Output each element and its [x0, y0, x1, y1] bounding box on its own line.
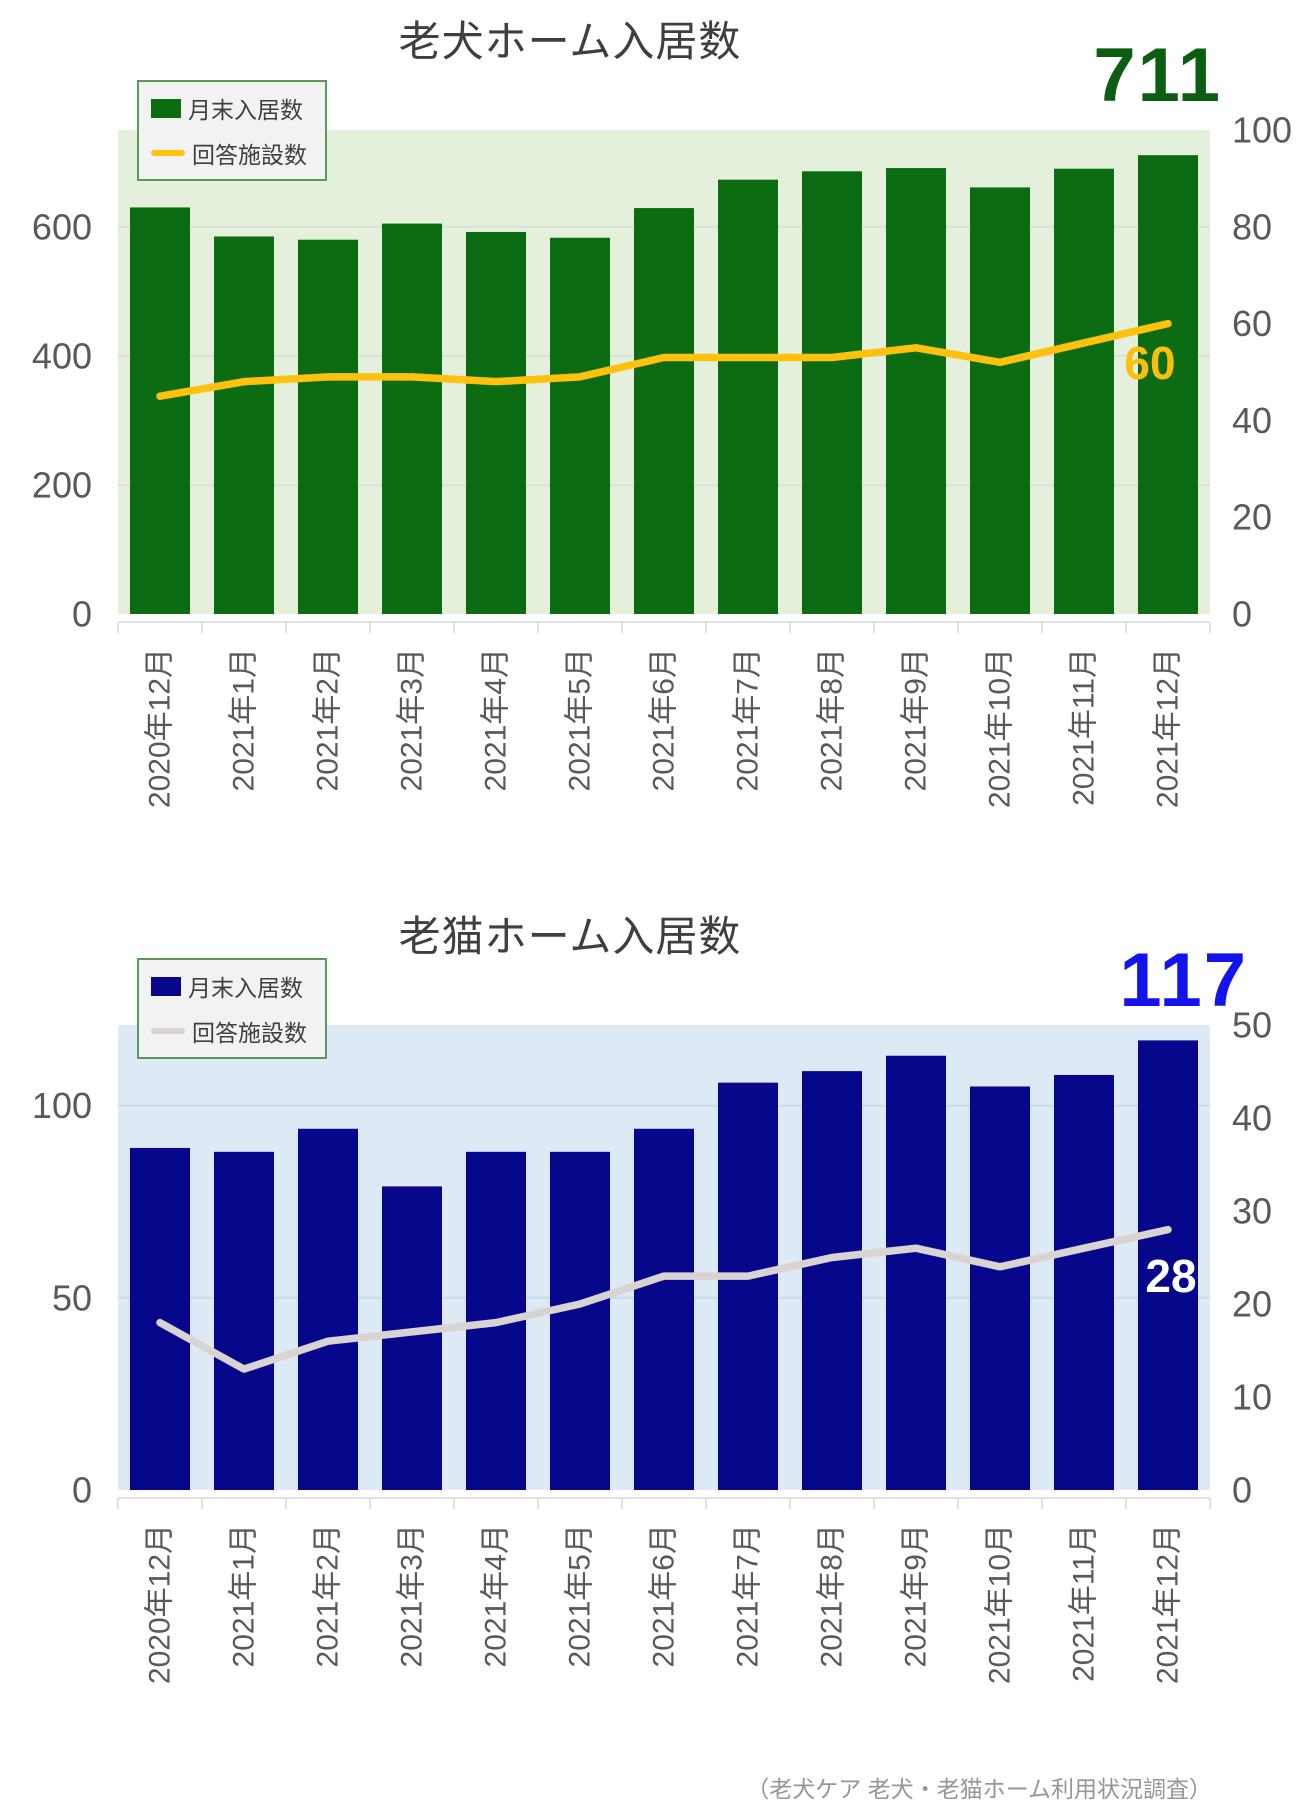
bar	[550, 1151, 610, 1490]
bar	[1138, 155, 1198, 614]
right-axis-tick-label: 0	[1232, 594, 1252, 635]
bar	[970, 1086, 1030, 1490]
bar	[550, 237, 610, 614]
legend-item-line: 回答施設数	[151, 136, 307, 170]
x-axis-month-label: 2020年12月	[144, 648, 177, 808]
bar	[382, 223, 442, 614]
x-axis-month-label: 2021年3月	[396, 648, 429, 791]
right-axis-tick-label: 60	[1232, 303, 1272, 344]
left-axis-tick-label: 200	[32, 464, 92, 505]
bar	[1054, 1074, 1114, 1490]
bar	[1138, 1040, 1198, 1490]
dog-chart-legend: 月末入居数 回答施設数	[137, 80, 327, 181]
x-axis-month-label: 2021年7月	[732, 1524, 765, 1667]
x-axis-month-label: 2021年10月	[984, 1524, 1017, 1684]
line-series	[156, 319, 1172, 400]
bar	[130, 207, 190, 614]
line-series	[156, 1225, 1172, 1373]
bar	[802, 171, 862, 614]
cat-chart-latest-value: 117	[1119, 938, 1248, 1023]
x-axis-month-label: 2021年10月	[984, 648, 1017, 808]
left-axis-tick-label: 400	[32, 335, 92, 376]
x-axis-month-label: 2021年2月	[312, 648, 345, 791]
x-axis-month-label: 2021年8月	[816, 648, 849, 791]
legend-label: 月末入居数	[188, 975, 303, 1001]
bar-swatch-icon	[151, 98, 181, 118]
line-end-value-label: 60	[1124, 337, 1175, 389]
right-axis-tick-label: 0	[1232, 1470, 1252, 1511]
x-axis-month-label: 2021年9月	[900, 648, 933, 791]
x-axis-month-label: 2021年9月	[900, 1524, 933, 1667]
right-axis-tick-label: 30	[1232, 1191, 1272, 1232]
bar-swatch-icon	[151, 976, 181, 996]
left-axis-tick-label: 600	[32, 206, 92, 247]
x-axis-month-label: 2021年1月	[228, 1524, 261, 1667]
bar	[382, 1186, 442, 1490]
left-axis-tick-label: 0	[72, 594, 92, 635]
bar	[970, 187, 1030, 614]
x-axis-month-label: 2021年11月	[1068, 648, 1101, 806]
right-axis-tick-label: 50	[1232, 1005, 1272, 1046]
x-axis-month-label: 2021年4月	[480, 648, 513, 791]
legend-item-bar: 月末入居数	[151, 969, 307, 1003]
bar	[1054, 168, 1114, 614]
left-axis-tick-label: 100	[32, 1085, 92, 1126]
right-axis-tick-label: 10	[1232, 1377, 1272, 1418]
x-axis-month-label: 2021年11月	[1068, 1524, 1101, 1682]
line-end-value-label: 28	[1145, 1250, 1196, 1302]
left-axis-tick-label: 0	[72, 1470, 92, 1511]
line-swatch-icon	[151, 150, 185, 156]
x-axis-month-label: 2021年5月	[564, 648, 597, 791]
cat-chart-legend: 月末入居数 回答施設数	[137, 958, 327, 1059]
x-axis-month-label: 2021年4月	[480, 1524, 513, 1667]
legend-item-line: 回答施設数	[151, 1014, 307, 1048]
bar	[886, 1055, 946, 1490]
bar	[634, 208, 694, 614]
x-axis-month-label: 2021年5月	[564, 1524, 597, 1667]
left-axis-tick-label: 50	[52, 1277, 92, 1318]
bar	[466, 231, 526, 615]
right-axis-tick-label: 20	[1232, 497, 1272, 538]
x-axis-month-label: 2021年1月	[228, 648, 261, 791]
right-axis-tick-label: 100	[1232, 110, 1292, 151]
x-axis-month-label: 2021年3月	[396, 1524, 429, 1667]
legend-label: 回答施設数	[192, 142, 307, 168]
bar	[298, 239, 358, 614]
dog-chart-title: 老犬ホーム入居数	[398, 18, 742, 65]
bar	[718, 179, 778, 614]
right-axis-tick-label: 80	[1232, 206, 1272, 247]
bar	[298, 1128, 358, 1490]
legend-label: 月末入居数	[188, 97, 303, 123]
x-axis-month-label: 2021年8月	[816, 1524, 849, 1667]
x-axis-month-label: 2021年6月	[648, 648, 681, 791]
cat-chart-title: 老猫ホーム入居数	[398, 913, 742, 960]
bar	[634, 1128, 694, 1490]
line-swatch-icon	[151, 1028, 185, 1034]
bar	[214, 1151, 274, 1490]
bar	[886, 168, 946, 615]
x-axis-month-label: 2021年12月	[1152, 648, 1185, 808]
legend-item-bar: 月末入居数	[151, 91, 307, 125]
bar	[802, 1071, 862, 1490]
legend-label: 回答施設数	[192, 1020, 307, 1046]
right-axis-tick-label: 40	[1232, 1098, 1272, 1139]
x-axis-month-label: 2020年12月	[144, 1524, 177, 1684]
dog-chart-latest-value: 711	[1093, 33, 1222, 118]
source-note: （老犬ケア 老犬・老猫ホーム利用状況調査）	[746, 1776, 1212, 1802]
bar	[718, 1082, 778, 1490]
x-axis-month-label: 2021年2月	[312, 1524, 345, 1667]
right-axis-tick-label: 20	[1232, 1284, 1272, 1325]
right-axis-tick-label: 40	[1232, 400, 1272, 441]
x-axis-month-label: 2021年12月	[1152, 1524, 1185, 1684]
bar	[214, 236, 274, 615]
x-axis-month-label: 2021年7月	[732, 648, 765, 791]
x-axis-month-label: 2021年6月	[648, 1524, 681, 1667]
